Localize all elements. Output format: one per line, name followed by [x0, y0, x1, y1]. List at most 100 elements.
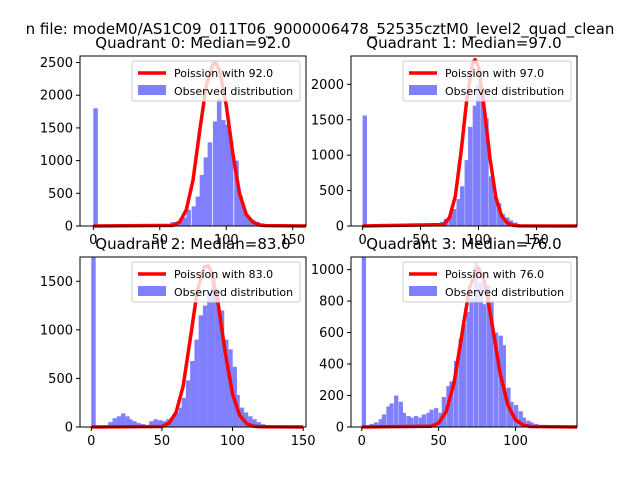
- y-tick-label: 200: [319, 389, 344, 404]
- x-tick-label: 150: [280, 233, 305, 248]
- histogram-bar: [398, 401, 403, 427]
- histogram-bar: [497, 203, 502, 226]
- x-tick-label: 150: [291, 434, 316, 449]
- histogram-bar: [128, 419, 133, 427]
- legend-hist-label: Observed distribution: [174, 85, 293, 98]
- x-tick-label: 0: [89, 233, 97, 248]
- histogram-bar: [434, 408, 439, 427]
- histogram-bar: [481, 304, 486, 427]
- histogram-bar: [234, 160, 239, 226]
- histogram-bar: [157, 420, 163, 427]
- histogram-bar: [182, 217, 187, 226]
- histogram-bar: [459, 186, 465, 226]
- y-tick-label: 2000: [311, 78, 344, 93]
- histogram-bar: [256, 422, 261, 427]
- y-tick-label: 1500: [40, 121, 73, 136]
- axes-frame: [79, 256, 307, 428]
- histogram-bar: [484, 118, 489, 226]
- histogram-bar: [219, 310, 225, 427]
- histogram-bar: [429, 409, 434, 427]
- y-tick-label: 1000: [40, 323, 73, 338]
- histogram-bar: [243, 412, 249, 427]
- histogram-bar: [194, 339, 199, 427]
- legend-box: [131, 60, 301, 102]
- histogram-bar: [242, 209, 247, 226]
- histogram-bar: [215, 291, 220, 427]
- y-tick-label: 0: [336, 421, 344, 436]
- legend-hist-swatch: [409, 286, 437, 296]
- histogram-bar: [468, 126, 473, 226]
- y-tick-label: 1000: [311, 149, 344, 164]
- legend: Poission with 76.0 Observed distribution: [402, 261, 572, 303]
- histogram-bar: [489, 301, 494, 427]
- legend-box: [402, 60, 572, 102]
- histogram-bar: [448, 216, 453, 226]
- chart-title: Quadrant 1: Median=97.0: [366, 34, 561, 52]
- histogram-bar: [93, 108, 98, 226]
- histogram-bar: [91, 257, 96, 427]
- x-tick-label: 50: [412, 233, 429, 248]
- y-tick-label: 0: [65, 421, 73, 436]
- x-tick-label: 50: [151, 233, 168, 248]
- x-tick-label: 100: [214, 233, 239, 248]
- histogram-bar: [472, 105, 478, 226]
- histogram-bar: [132, 421, 137, 427]
- histogram-bar: [394, 395, 399, 427]
- histogram-bar: [181, 397, 187, 427]
- histogram-bar: [211, 276, 216, 427]
- legend-fit-label: Poission with 97.0: [445, 67, 544, 80]
- histogram-bar: [478, 282, 483, 427]
- histogram-bar: [203, 157, 209, 226]
- histogram-bar: [401, 412, 407, 427]
- histogram-bar: [185, 380, 191, 427]
- legend-hist-swatch: [138, 286, 166, 296]
- x-tick-label: 100: [466, 233, 491, 248]
- histogram-bar: [513, 404, 519, 427]
- histogram-bar: [216, 98, 222, 226]
- legend-fit-label: Poission with 92.0: [174, 67, 273, 80]
- histogram-bar: [202, 305, 208, 427]
- y-tick-label: 400: [319, 358, 344, 373]
- y-tick-label: 2000: [40, 89, 73, 104]
- legend-box: [402, 261, 572, 303]
- histogram-bar: [178, 407, 184, 427]
- histogram-bar: [449, 381, 454, 427]
- histogram-bar: [476, 84, 481, 226]
- histogram-bar: [195, 196, 201, 226]
- y-tick-label: 2500: [40, 56, 73, 71]
- chart-title: Quadrant 2: Median=83.0: [95, 235, 290, 253]
- histogram-bar: [224, 339, 229, 427]
- histogram-bar: [362, 115, 367, 226]
- legend: Poission with 83.0 Observed distribution: [131, 261, 301, 303]
- histogram-bar: [456, 199, 461, 226]
- histogram-bar: [518, 411, 523, 427]
- legend-fit-label: Poission with 76.0: [445, 268, 544, 281]
- histogram-bar: [414, 415, 419, 427]
- histogram-bar: [488, 176, 494, 226]
- y-tick-label: 600: [319, 326, 344, 341]
- chart-title: Quadrant 3: Median=76.0: [366, 235, 561, 253]
- histogram-bar: [421, 414, 427, 427]
- histogram-bar: [224, 124, 230, 226]
- histogram-bar: [174, 412, 180, 427]
- y-tick-label: 500: [48, 187, 73, 202]
- histogram-bar: [409, 417, 414, 427]
- axes-frame: [350, 55, 578, 227]
- histogram-bar: [238, 195, 243, 226]
- histogram-bar: [526, 420, 531, 427]
- x-tick-label: 0: [358, 434, 366, 449]
- histogram-bar: [125, 416, 130, 427]
- histogram-bar: [454, 360, 459, 427]
- histogram-bar: [451, 209, 457, 226]
- y-tick-label: 800: [319, 295, 344, 310]
- histogram-bar: [153, 419, 158, 427]
- histogram-bar: [492, 195, 497, 226]
- histogram-bar: [252, 419, 257, 427]
- x-tick-label: 50: [430, 434, 447, 449]
- histogram-bar: [190, 360, 195, 427]
- legend: Poission with 92.0 Observed distribution: [131, 60, 301, 102]
